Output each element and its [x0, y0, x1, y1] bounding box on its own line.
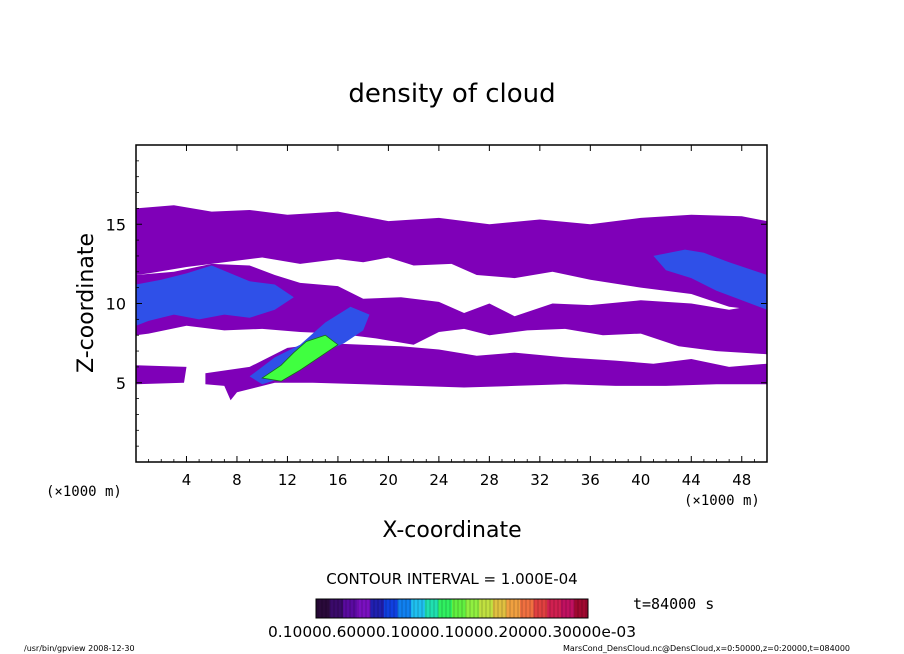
x-unit-label-left: (×1000 m): [46, 484, 122, 500]
x-tick-label: 44: [682, 471, 701, 489]
x-tick-label: 48: [732, 471, 751, 489]
colorbar-swatch: [560, 599, 575, 618]
y-axis-label: Z-coordinate: [74, 233, 99, 373]
contour-region-low-3: [205, 343, 767, 401]
colorbar-swatch: [356, 599, 371, 618]
x-tick-label: 40: [631, 471, 650, 489]
x-tick-label: 32: [530, 471, 549, 489]
colorbar-frame: [315, 598, 589, 619]
contour-region-low-0: [136, 205, 767, 312]
colorbar-swatch: [438, 599, 453, 618]
x-tick-label: 28: [480, 471, 499, 489]
colorbar-swatch: [533, 599, 548, 618]
x-tick-label: 20: [379, 471, 398, 489]
y-tick-label: 5: [116, 374, 126, 393]
time-label: t=84000 s: [633, 595, 714, 613]
colorbar-swatch: [316, 599, 330, 618]
colorbar-swatch: [452, 599, 466, 618]
colorbar: [316, 599, 589, 618]
colorbar-swatch: [465, 599, 480, 618]
colorbar-swatch: [574, 599, 589, 618]
contour-interval-text: CONTOUR INTERVAL = 1.000E-04: [326, 570, 577, 588]
contour-region-high-0: [261, 334, 339, 382]
x-tick-label: 12: [278, 471, 297, 489]
x-tick-label: 36: [581, 471, 600, 489]
y-tick-label: 15: [106, 215, 126, 234]
colorbar-labels: 0.10000.60000.10000.10000.20000.30000e-0…: [268, 623, 636, 641]
footer-right: MarsCond_DensCloud.nc@DensCloud,x=0:5000…: [563, 644, 850, 653]
colorbar-swatch: [370, 599, 385, 618]
contour-regions: [136, 205, 767, 401]
x-unit-label-right: (×1000 m): [684, 493, 760, 509]
colorbar-swatch: [520, 599, 534, 618]
x-tick-label: 8: [232, 471, 242, 489]
footer-left: /usr/bin/gpview 2008-12-30: [24, 644, 135, 653]
colorbar-swatch: [329, 599, 344, 618]
y-tick-label: 10: [106, 295, 126, 314]
colorbar-swatch: [492, 599, 507, 618]
contour-region-mid-0: [136, 265, 294, 326]
x-tick-label: 4: [182, 471, 192, 489]
contour-region-low-1: [136, 263, 767, 355]
colorbar-swatch: [384, 599, 398, 618]
x-tick-label: 24: [429, 471, 448, 489]
chart-title: density of cloud: [348, 79, 555, 109]
colorbar-swatch: [506, 599, 521, 618]
contour-region-mid-2: [653, 249, 767, 310]
colorbar-swatch: [424, 599, 439, 618]
x-tick-label: 16: [328, 471, 347, 489]
contour-region-low-2: [136, 365, 187, 385]
y-axis-ticks: 5 10 15: [106, 160, 767, 447]
x-axis-label: X-coordinate: [382, 518, 521, 543]
colorbar-swatch: [397, 599, 412, 618]
x-axis-ticks: 4 8 12 16 20 24 28 32 36 40 44 48: [148, 145, 755, 489]
